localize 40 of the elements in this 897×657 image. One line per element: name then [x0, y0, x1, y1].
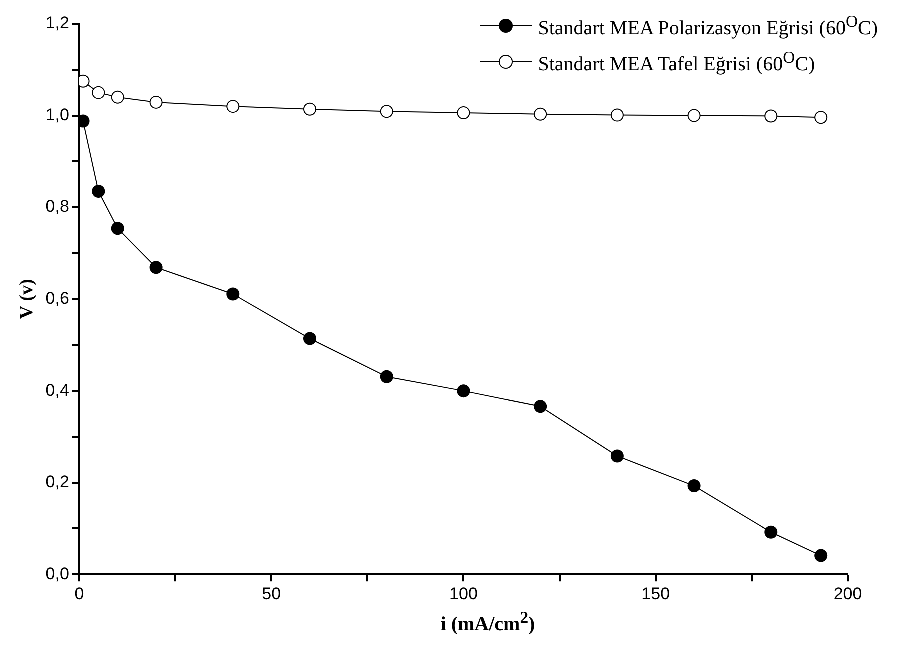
- y-tick-label: 1,0: [46, 105, 70, 124]
- point: [688, 480, 701, 493]
- point: [92, 184, 106, 198]
- legend-label: Standart MEA Tafel Eğrisi (60$^{O}$C): [538, 48, 816, 76]
- point: [304, 332, 317, 346]
- point: [111, 222, 124, 236]
- point: [764, 526, 778, 539]
- point: [226, 288, 240, 301]
- point: [610, 108, 624, 122]
- point: [534, 108, 548, 121]
- point: [457, 384, 470, 398]
- point: [814, 549, 828, 562]
- x-axis-title: i (mA/cm$^{2}$): [440, 608, 536, 637]
- point: [814, 111, 828, 124]
- x-tick-label: 50: [262, 584, 282, 604]
- y-tick-label: 0,4: [46, 380, 70, 400]
- point: [764, 110, 778, 123]
- x-tick-label: 100: [450, 584, 478, 604]
- point: [534, 400, 548, 414]
- y-tick-label: 1,2: [46, 14, 70, 33]
- point: [92, 86, 106, 100]
- point: [688, 109, 701, 122]
- y-tick-label: 0,8: [46, 197, 70, 216]
- x-tick-label: 150: [642, 584, 670, 604]
- y-tick-label: 0,2: [46, 472, 70, 492]
- point: [457, 106, 470, 120]
- x-tick-label: 0: [74, 584, 84, 604]
- point: [610, 450, 624, 463]
- point: [380, 105, 394, 118]
- point: [150, 96, 163, 109]
- y-tick-label: 0,0: [46, 564, 70, 584]
- point: [226, 100, 240, 114]
- point: [380, 370, 394, 384]
- point: [150, 261, 163, 274]
- point: [304, 102, 317, 116]
- y-tick-label: 0,6: [46, 288, 70, 308]
- point: [111, 90, 124, 104]
- legend-label: Standart MEA Polarizasyon Eğrisi (60$^{O}$C): [538, 12, 878, 40]
- x-tick-label: 200: [834, 584, 862, 604]
- y-axis-title: V (v): [16, 279, 38, 320]
